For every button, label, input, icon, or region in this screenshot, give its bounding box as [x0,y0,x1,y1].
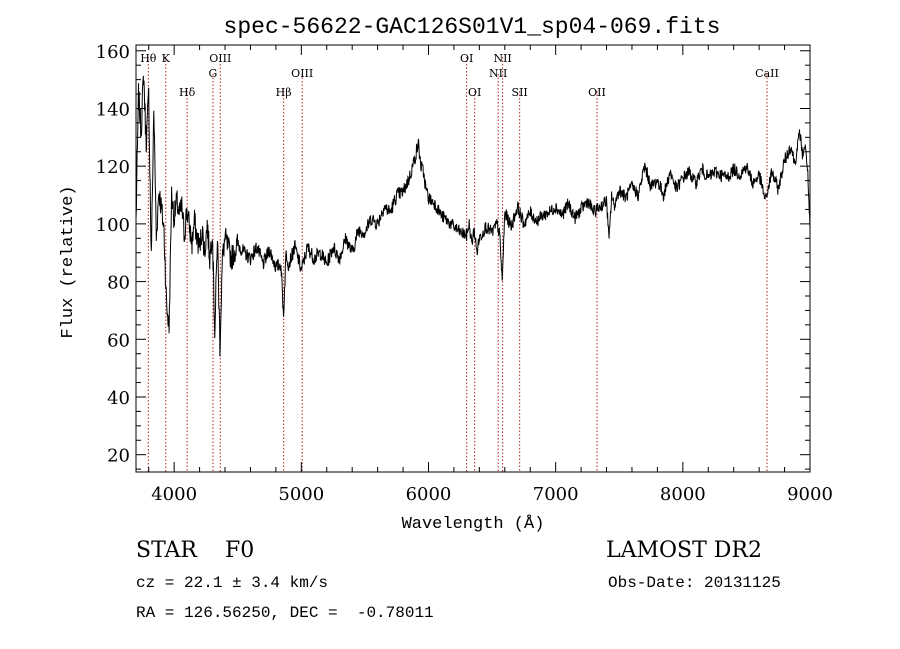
x-axis-label: Wavelength (Å) [402,515,545,534]
line-marker-label: CaII [755,67,779,80]
line-marker-label: NII [493,52,511,65]
line-marker-label: OI [460,52,473,65]
line-marker-label: Hδ [179,86,196,99]
line-marker-label: OIII [291,67,313,80]
line-marker-label: OIII [209,52,231,65]
coordinates-text: RA = 126.56250, DEC = -0.78011 [136,604,434,622]
y-tick-label: 20 [107,446,130,467]
x-tick-label: 6000 [406,484,452,505]
y-axis-label: Flux (relative) [59,185,78,338]
plot-frame [135,44,811,473]
y-tick-label: 40 [107,388,130,409]
line-marker-label: OI [468,86,481,99]
y-tick-label: 100 [96,215,130,236]
chart-title: spec-56622-GAC126S01V1_sp04-069.fits [224,14,721,40]
y-tick-label: 120 [96,157,130,178]
spectrum-line [135,75,811,357]
line-marker-label: SII [512,86,528,99]
line-marker-label: NII [489,67,507,80]
line-markers: Hθ K Hδ G OIII Hβ OIII OI OI NII NII SII OII CaII [140,52,779,472]
x-tick-label: 5000 [278,484,324,505]
axis-ticks: 4000 5000 6000 7000 8000 9000 20 40 60 80 100 120 14… [96,42,833,505]
line-marker-label: K [162,52,171,65]
line-marker-label: Hβ [276,86,292,99]
y-tick-label: 160 [96,42,130,63]
redshift-text: cz = 22.1 ± 3.4 km/s [136,574,329,592]
line-marker-label: Hθ [140,52,157,65]
x-tick-label: 7000 [533,484,579,505]
y-tick-label: 60 [107,330,130,351]
x-tick-label: 4000 [151,484,197,505]
y-tick-label: 80 [107,273,130,294]
obs-date-text: Obs-Date: 20131125 [608,574,781,592]
x-tick-label: 8000 [660,484,706,505]
y-tick-label: 140 [96,99,130,120]
x-tick-label: 9000 [787,484,833,505]
spectrum-series [135,75,811,357]
line-marker-label: OII [588,86,606,99]
classification-text: STAR F0 [136,538,255,563]
line-marker-label: G [209,67,218,80]
survey-text: LAMOST DR2 [606,538,762,563]
